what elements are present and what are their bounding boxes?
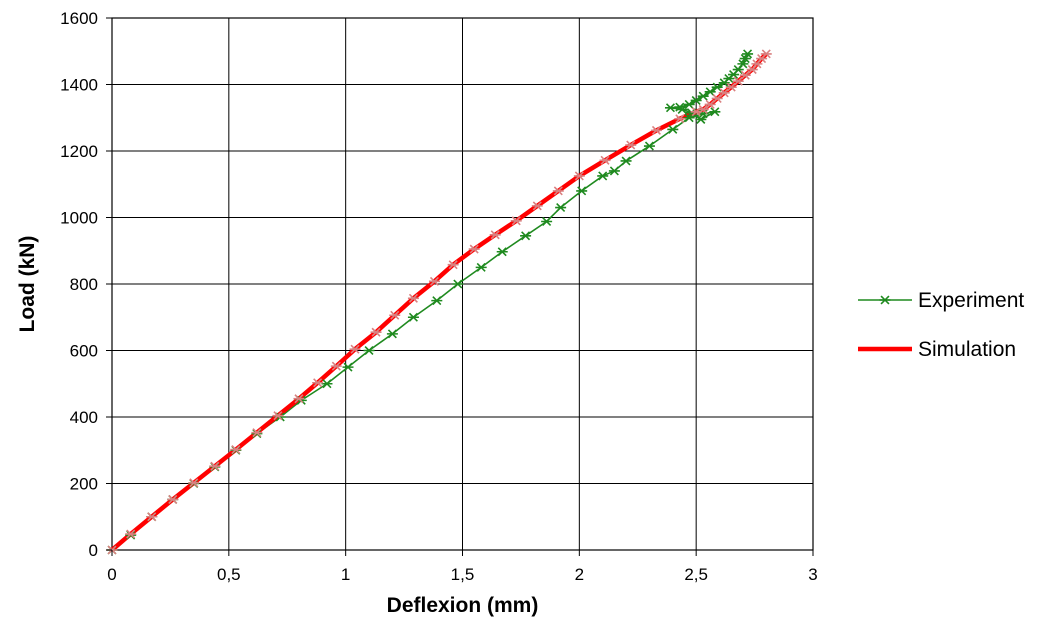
data-point-simulation (188, 478, 200, 488)
legend: Experiment Simulation (858, 289, 1024, 361)
legend-marker-experiment (879, 295, 891, 305)
data-point-simulation (272, 411, 284, 421)
data-point-simulation (760, 49, 772, 59)
y-axis-ticks: 0 200 400 600 800 1000 1200 1400 1600 (60, 9, 112, 560)
data-point-experiment (674, 102, 686, 112)
y-tick-label: 1000 (60, 209, 98, 228)
data-point-simulation (711, 93, 723, 103)
data-point-simulation (330, 361, 342, 371)
data-point-simulation (293, 394, 305, 404)
x-axis-ticks: 0 0,5 1 1,5 2 2,5 3 (107, 550, 818, 584)
data-point-simulation (718, 88, 730, 98)
data-point-experiment (620, 156, 632, 166)
data-point-simulation (697, 104, 709, 114)
y-tick-label: 1600 (60, 9, 98, 28)
data-point-simulation (625, 140, 637, 150)
x-tick-label: 1 (341, 565, 350, 584)
y-tick-label: 1400 (60, 76, 98, 95)
data-point-experiment (386, 329, 398, 339)
data-point-experiment (452, 279, 464, 289)
data-point-simulation (531, 201, 543, 211)
data-point-simulation (146, 512, 158, 522)
data-point-simulation (489, 230, 501, 240)
data-point-simulation (468, 244, 480, 254)
data-point-simulation (739, 70, 751, 80)
data-point-experiment (597, 171, 609, 181)
data-point-experiment (709, 107, 721, 117)
y-axis-title: Load (kN) (16, 236, 39, 333)
data-point-experiment (742, 49, 754, 59)
data-point-simulation (389, 310, 401, 320)
y-tick-label: 1200 (60, 142, 98, 161)
data-point-simulation (674, 114, 686, 124)
x-tick-label: 2 (575, 565, 584, 584)
legend-entry-simulation: Simulation (858, 338, 1016, 361)
data-point-simulation (407, 293, 419, 303)
data-point-experiment (496, 247, 508, 257)
x-tick-label: 0 (107, 565, 116, 584)
data-point-simulation (167, 494, 179, 504)
data-point-simulation (230, 445, 242, 455)
data-point-experiment (704, 87, 716, 97)
data-point-simulation (447, 260, 459, 270)
data-point-simulation (312, 378, 324, 388)
data-point-experiment (667, 124, 679, 134)
data-point-experiment (697, 91, 709, 101)
data-point-experiment (431, 296, 443, 306)
data-point-experiment (695, 114, 707, 124)
data-point-experiment (664, 103, 676, 113)
data-point-simulation (573, 171, 585, 181)
x-axis-title: Deflexion (mm) (387, 594, 539, 617)
data-point-simulation (125, 529, 137, 539)
y-tick-label: 400 (70, 408, 98, 427)
grid-lines (111, 17, 814, 551)
data-point-experiment (576, 186, 588, 196)
data-point-simulation (251, 428, 263, 438)
legend-label-experiment: Experiment (918, 289, 1024, 312)
data-point-experiment (737, 59, 749, 69)
legend-label-simulation: Simulation (918, 338, 1016, 361)
data-point-simulation (599, 155, 611, 165)
y-tick-label: 0 (89, 541, 98, 560)
data-point-experiment (321, 379, 333, 389)
y-tick-label: 200 (70, 475, 98, 494)
y-tick-label: 800 (70, 275, 98, 294)
data-point-simulation (428, 276, 440, 286)
x-tick-label: 3 (808, 565, 817, 584)
legend-entry-experiment: Experiment (858, 289, 1024, 312)
data-point-experiment (728, 69, 740, 80)
data-point-simulation (552, 186, 564, 196)
data-point-experiment (407, 312, 419, 322)
data-point-experiment (541, 216, 553, 227)
data-point-simulation (370, 327, 382, 337)
series-layer (106, 49, 772, 555)
data-point-experiment (643, 141, 655, 151)
data-point-simulation (510, 216, 522, 226)
data-point-experiment (555, 202, 567, 213)
data-point-experiment (342, 362, 354, 372)
data-point-simulation (650, 125, 662, 135)
data-point-experiment (520, 231, 532, 241)
data-point-simulation (349, 344, 361, 354)
series-line-experiment (111, 53, 749, 551)
data-point-experiment (475, 262, 487, 272)
x-tick-label: 2,5 (684, 565, 708, 584)
y-tick-label: 600 (70, 342, 98, 361)
legend-marker-glyph (879, 295, 891, 305)
data-point-experiment (608, 166, 620, 176)
x-tick-label: 0,5 (217, 565, 241, 584)
data-point-experiment (739, 54, 751, 64)
x-tick-label: 1,5 (451, 565, 475, 584)
data-point-experiment (363, 345, 375, 356)
data-point-simulation (209, 461, 221, 471)
